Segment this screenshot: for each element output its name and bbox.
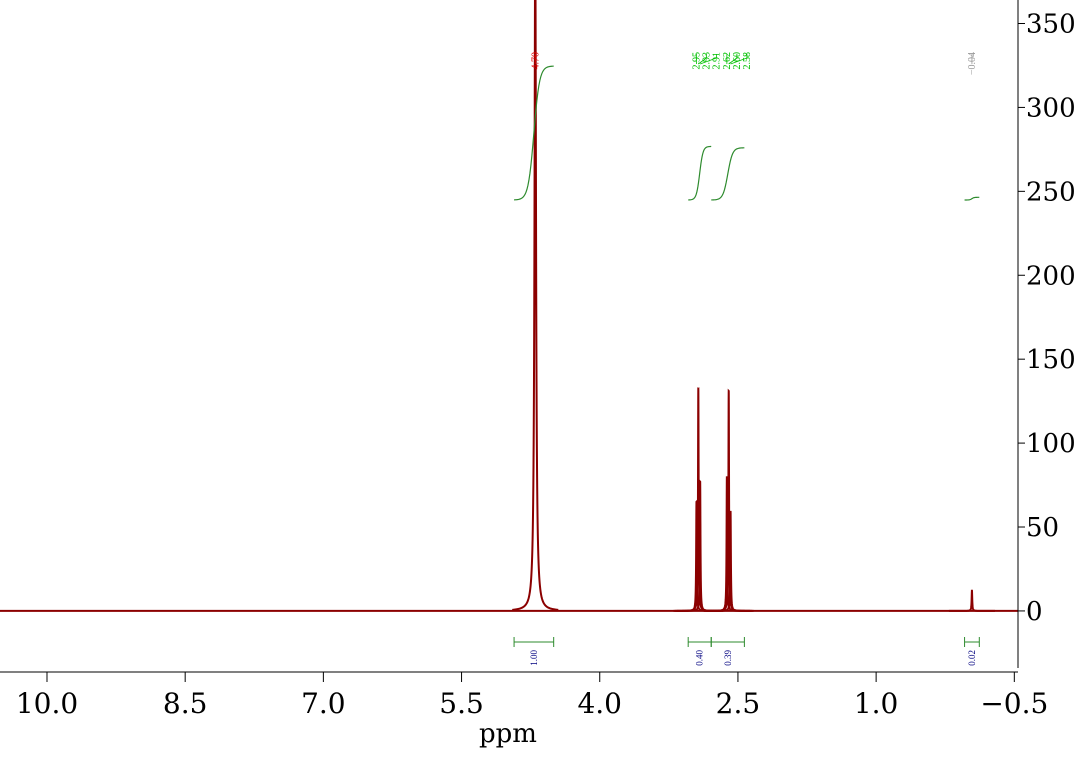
integral-label: 0.40: [695, 650, 705, 666]
peak-label-connector: [698, 54, 707, 65]
peak-label: 2.62: [722, 52, 733, 70]
peak: [705, 388, 752, 612]
peak-label: 2.93: [701, 52, 712, 70]
peak-label: 2.60: [732, 52, 743, 70]
y-tick-label: 250: [1026, 177, 1076, 207]
peak-label: −0.04: [967, 52, 978, 75]
y-tick-label: 150: [1026, 345, 1076, 375]
peak-label: 2.91: [711, 52, 722, 70]
x-tick-label: 5.5: [439, 687, 484, 720]
y-tick-label: 0: [1026, 597, 1043, 627]
x-axis-label: ppm: [479, 719, 537, 749]
y-tick-label: 300: [1026, 93, 1076, 123]
integral-label: 1.00: [529, 650, 539, 666]
peak-label-connector: [728, 54, 738, 65]
integral-curve: [688, 145, 712, 201]
y-tick-label: 200: [1026, 261, 1076, 291]
peak-label: 2.95: [691, 52, 702, 70]
y-tick-label: 100: [1026, 429, 1076, 459]
y-tick-label: 50: [1026, 513, 1059, 543]
integral-label: 0.39: [723, 650, 733, 666]
integral-curve: [964, 196, 980, 201]
peak: [512, 0, 559, 611]
x-tick-label: 8.5: [163, 687, 208, 720]
x-tick-label: 2.5: [716, 687, 761, 720]
x-tick-label: 10.0: [16, 687, 78, 720]
y-tick-label: 350: [1026, 9, 1076, 39]
integral-label: 0.02: [967, 650, 977, 666]
x-tick-label: 4.0: [577, 687, 622, 720]
plot-area: [0, 0, 1018, 612]
peak: [677, 479, 724, 612]
peak: [948, 589, 995, 612]
peak-label: 2.58: [742, 52, 753, 70]
peak-label-connector: [730, 54, 748, 65]
peak-label: 4.70: [530, 52, 541, 70]
x-tick-label: −0.5: [980, 687, 1048, 720]
x-tick-label: 1.0: [854, 687, 899, 720]
peak: [675, 387, 722, 612]
peak: [707, 510, 754, 612]
integral-curve: [514, 65, 554, 201]
peak-label-connector: [700, 54, 717, 65]
integral-curve: [711, 147, 745, 201]
x-tick-label: 7.0: [301, 687, 346, 720]
